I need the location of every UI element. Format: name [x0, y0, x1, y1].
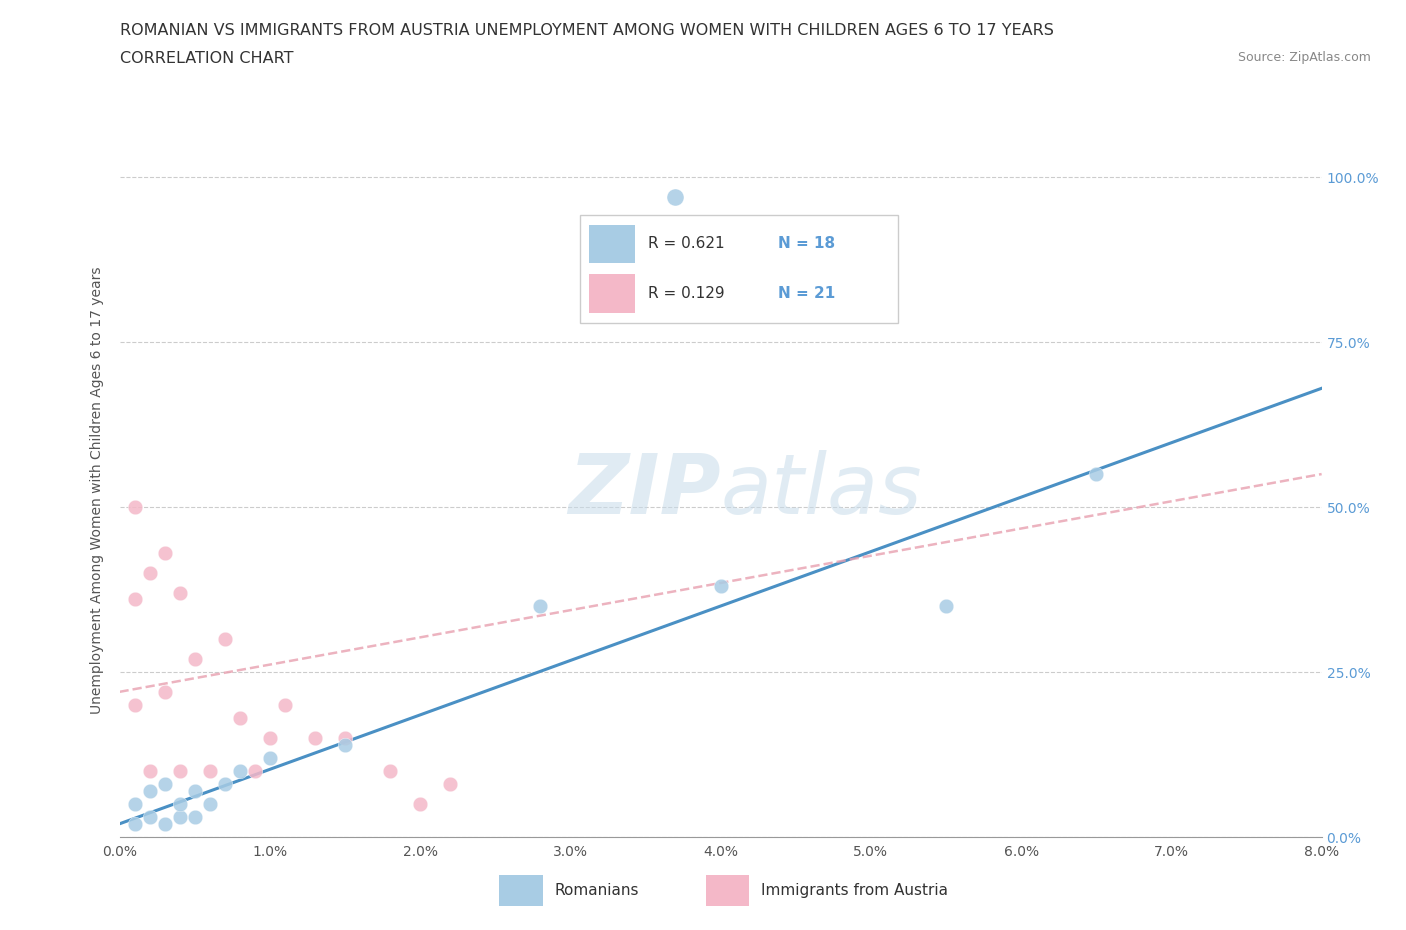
Bar: [499, 875, 543, 906]
Point: [124, 698, 146, 712]
Text: CORRELATION CHART: CORRELATION CHART: [120, 51, 292, 66]
Point: [333, 737, 356, 752]
Point: [153, 546, 176, 561]
Point: [183, 783, 205, 798]
Point: [935, 599, 957, 614]
Text: atlas: atlas: [720, 450, 922, 531]
Point: [124, 797, 146, 812]
Point: [198, 764, 221, 778]
Point: [183, 651, 205, 666]
Point: [259, 751, 281, 765]
Bar: [706, 875, 749, 906]
Point: [153, 777, 176, 791]
Point: [214, 777, 236, 791]
Text: Romanians: Romanians: [555, 883, 640, 898]
Point: [138, 764, 160, 778]
Text: ROMANIAN VS IMMIGRANTS FROM AUSTRIA UNEMPLOYMENT AMONG WOMEN WITH CHILDREN AGES : ROMANIAN VS IMMIGRANTS FROM AUSTRIA UNEM…: [120, 23, 1053, 38]
Point: [183, 810, 205, 825]
Point: [153, 684, 176, 699]
Y-axis label: Unemployment Among Women with Children Ages 6 to 17 years: Unemployment Among Women with Children A…: [90, 267, 104, 714]
Point: [709, 578, 731, 593]
Bar: [589, 224, 634, 263]
Point: [198, 797, 221, 812]
Point: [664, 190, 686, 205]
Point: [214, 631, 236, 646]
Text: N = 21: N = 21: [778, 286, 835, 301]
Point: [378, 764, 401, 778]
Point: [228, 764, 252, 778]
Point: [243, 764, 266, 778]
Text: Source: ZipAtlas.com: Source: ZipAtlas.com: [1237, 51, 1371, 64]
Point: [228, 711, 252, 725]
Point: [169, 797, 191, 812]
Text: R = 0.621: R = 0.621: [648, 236, 724, 251]
Point: [1085, 467, 1108, 482]
Point: [169, 810, 191, 825]
Point: [124, 817, 146, 831]
Point: [153, 817, 176, 831]
Text: ZIP: ZIP: [568, 450, 720, 531]
Point: [138, 565, 160, 580]
Point: [529, 599, 551, 614]
Point: [138, 810, 160, 825]
Text: Immigrants from Austria: Immigrants from Austria: [762, 883, 949, 898]
Point: [169, 764, 191, 778]
Point: [274, 698, 297, 712]
Point: [409, 797, 432, 812]
Point: [138, 783, 160, 798]
FancyBboxPatch shape: [579, 215, 897, 324]
Point: [439, 777, 461, 791]
Text: N = 18: N = 18: [778, 236, 835, 251]
Point: [259, 731, 281, 746]
Point: [333, 731, 356, 746]
Text: R = 0.129: R = 0.129: [648, 286, 724, 301]
Point: [124, 592, 146, 607]
Point: [304, 731, 326, 746]
Bar: [589, 274, 634, 313]
Point: [169, 585, 191, 600]
Point: [124, 499, 146, 514]
